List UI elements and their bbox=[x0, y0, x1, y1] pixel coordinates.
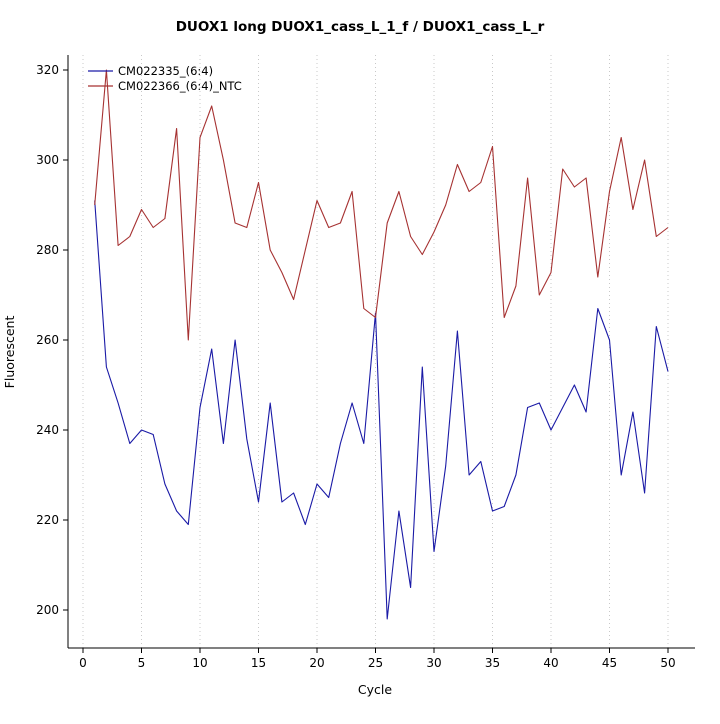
legend-label-series-1: CM022335_(6:4) bbox=[118, 64, 213, 78]
x-tick-label: 35 bbox=[485, 656, 500, 670]
y-tick-label: 320 bbox=[36, 63, 59, 77]
series-lines bbox=[94, 69, 669, 620]
legend: CM022335_(6:4) CM022366_(6:4)_NTC bbox=[88, 64, 242, 93]
legend-label-series-2: CM022366_(6:4)_NTC bbox=[118, 79, 242, 93]
y-axis-label: Fluorescent bbox=[2, 316, 17, 389]
chart-title: DUOX1 long DUOX1_cass_L_1_f / DUOX1_cass… bbox=[176, 19, 545, 35]
x-tick-label: 30 bbox=[426, 656, 441, 670]
x-tick-label: 45 bbox=[602, 656, 617, 670]
y-tick-label: 240 bbox=[36, 423, 59, 437]
y-tick-label: 280 bbox=[36, 243, 59, 257]
y-tick-label: 260 bbox=[36, 333, 59, 347]
x-tick-label: 20 bbox=[309, 656, 324, 670]
axes: 0 5 10 15 20 25 30 35 40 45 50 200 220 240 260 280 300 32… bbox=[36, 55, 695, 670]
x-axis-label: Cycle bbox=[358, 682, 392, 697]
x-tick-label: 15 bbox=[251, 656, 266, 670]
x-tick-label: 5 bbox=[138, 656, 146, 670]
gridlines bbox=[82, 55, 669, 648]
x-tick-label: 50 bbox=[660, 656, 675, 670]
x-tick-label: 10 bbox=[192, 656, 207, 670]
y-tick-label: 220 bbox=[36, 513, 59, 527]
series-line-2 bbox=[94, 69, 669, 341]
y-tick-label: 200 bbox=[36, 603, 59, 617]
x-tick-label: 25 bbox=[368, 656, 383, 670]
x-tick-label: 0 bbox=[79, 656, 87, 670]
y-tick-label: 300 bbox=[36, 153, 59, 167]
x-tick-label: 40 bbox=[543, 656, 558, 670]
series-line-1 bbox=[94, 200, 669, 620]
